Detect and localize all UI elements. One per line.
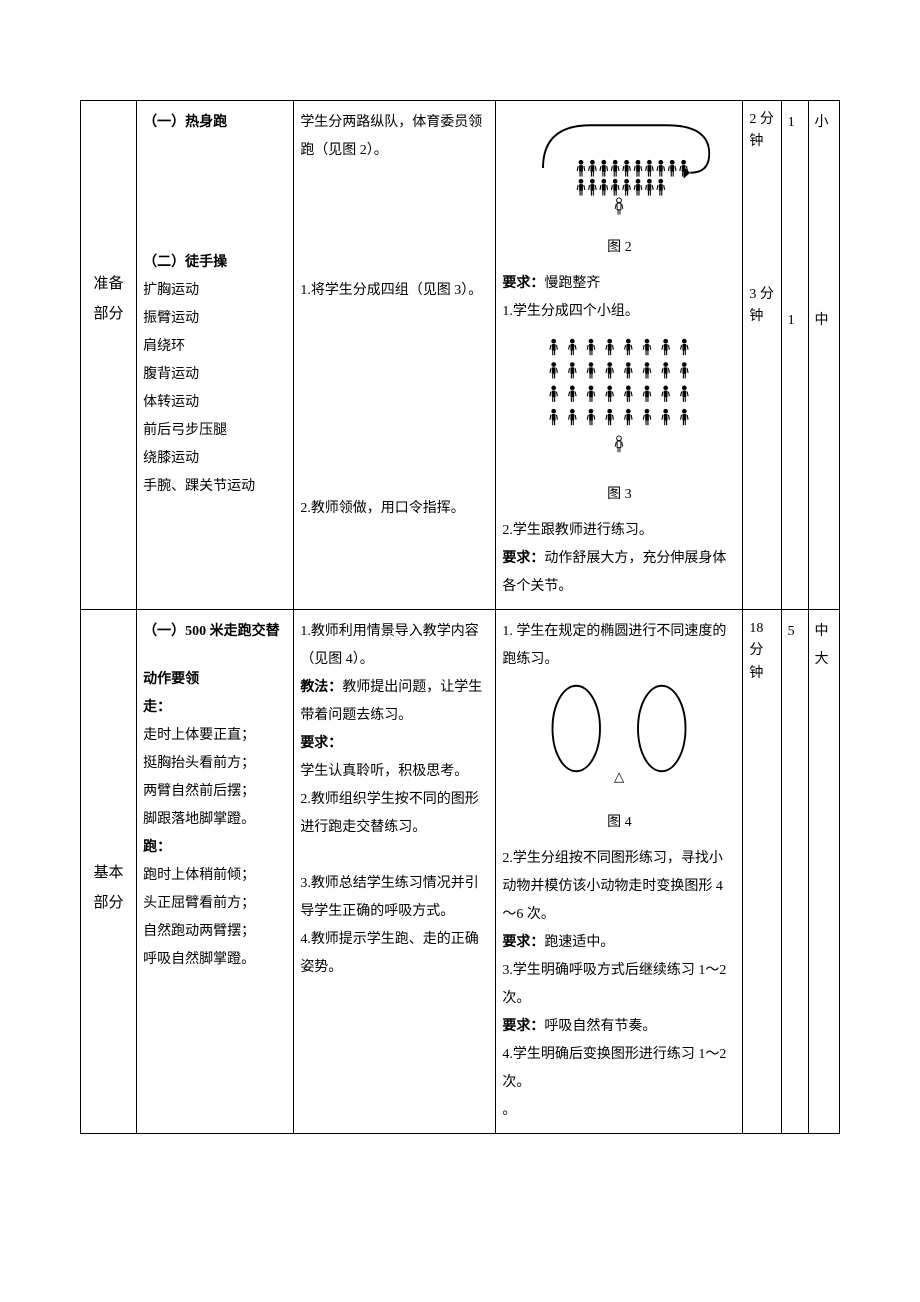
main-teacher-req-label: 要求： <box>300 730 489 758</box>
figure-3-label: 图 3 <box>502 481 736 509</box>
prep-row: 准备 部分 （一）热身跑 （二）徒手操 扩胸运动 振臂运动 肩绕环 腹背运动 体… <box>81 101 840 610</box>
prep-student-cell: 图 2 要求：慢跑整齐 1.学生分成四个小组。 <box>496 101 743 610</box>
main-time: 18 分 钟 <box>749 618 774 685</box>
keypoints-label: 动作要领 <box>143 666 287 694</box>
main-teacher2: 2.教师组织学生按不同的图形进行跑走交替练习。 <box>300 786 489 842</box>
formation-grid-icon <box>524 330 714 470</box>
run-line-0: 跑时上体稍前倾； <box>143 862 287 890</box>
prep-item-2: 肩绕环 <box>143 333 287 361</box>
prep-intensity-cell: 小 中 <box>808 101 839 610</box>
prep-sub1-time: 2 分 钟 <box>749 109 774 154</box>
main-teacher-req: 学生认真聆听，积极思考。 <box>300 758 489 786</box>
walk-line-0: 走时上体要正直； <box>143 722 287 750</box>
main-student2: 2.学生分组按不同图形练习，寻找小动物并模仿该小动物走时变换图形 4～6 次。 <box>502 845 736 929</box>
walk-line-3: 脚跟落地脚掌蹬。 <box>143 806 287 834</box>
prep-teacher-cell: 学生分两路纵队，体育委员领跑（见图 2）。 1.将学生分成四组（见图 3）。 2… <box>294 101 496 610</box>
prep-label-1: 准备 <box>87 269 130 299</box>
main-count: 5 <box>788 618 802 646</box>
prep-sub1-intensity: 小 <box>815 109 833 137</box>
main-teacher1: 1.教师利用情景导入教学内容（见图 4）。 <box>300 618 489 674</box>
prep-sub2-teacher1: 1.将学生分成四组（见图 3）。 <box>300 277 489 305</box>
lesson-plan-table: 准备 部分 （一）热身跑 （二）徒手操 扩胸运动 振臂运动 肩绕环 腹背运动 体… <box>80 100 840 1134</box>
figure-4-label: 图 4 <box>502 809 736 837</box>
main-student-cell: 1. 学生在规定的椭圆进行不同速度的跑练习。 △ 图 4 2.学生分组按不同图形… <box>496 610 743 1134</box>
main-section-label: 基本 部分 <box>81 610 137 1134</box>
s-req1-text: 跑速适中。 <box>544 935 614 950</box>
walk-label: 走： <box>143 694 287 722</box>
main-student3: 3.学生明确呼吸方式后继续练习 1～2 次。 <box>502 957 736 1013</box>
requirement-text: 慢跑整齐 <box>544 276 600 291</box>
s-req1-label: 要求： <box>502 935 544 950</box>
prep-sub2-req-label: 要求： <box>502 551 544 566</box>
prep-item-1: 振臂运动 <box>143 305 287 333</box>
main-student-req2: 要求：呼吸自然有节奏。 <box>502 1013 736 1041</box>
walk-line-2: 两臂自然前后摆； <box>143 778 287 806</box>
main-label-2: 部分 <box>87 888 130 918</box>
figure-2-label: 图 2 <box>502 234 736 262</box>
main-sub1-title: （一）500 米走跑交替 <box>143 618 287 646</box>
prep-section-label: 准备 部分 <box>81 101 137 610</box>
prep-sub1-requirement: 要求：慢跑整齐 <box>502 270 736 298</box>
s-req2-label: 要求： <box>502 1019 544 1034</box>
trailing-dot: 。 <box>502 1097 736 1125</box>
main-method: 教法：教师提出问题，让学生带着问题去练习。 <box>300 674 489 730</box>
prep-sub1-teacher: 学生分两路纵队，体育委员领跑（见图 2）。 <box>300 109 489 165</box>
prep-sub2-student-intro: 1.学生分成四个小组。 <box>502 298 736 326</box>
prep-sub2-count: 1 <box>788 307 802 335</box>
prep-sub2-intensity: 中 <box>815 307 833 335</box>
requirement-label: 要求： <box>502 276 544 291</box>
main-teacher-cell: 1.教师利用情景导入教学内容（见图 4）。 教法：教师提出问题，让学生带着问题去… <box>294 610 496 1134</box>
main-count-cell: 5 <box>781 610 808 1134</box>
run-line-2: 自然跑动两臂摆； <box>143 918 287 946</box>
main-intensity-1: 中 <box>815 618 833 646</box>
method-label: 教法： <box>300 680 342 695</box>
prep-sub2-req: 要求：动作舒展大方，充分伸展身体各个关节。 <box>502 545 736 601</box>
ovals-icon: △ <box>524 678 714 798</box>
prep-sub1-title: （一）热身跑 <box>143 109 287 137</box>
prep-sub1-count: 1 <box>788 109 802 137</box>
lesson-plan-page: 准备 部分 （一）热身跑 （二）徒手操 扩胸运动 振臂运动 肩绕环 腹背运动 体… <box>0 0 920 1194</box>
main-time-cell: 18 分 钟 <box>743 610 781 1134</box>
prep-item-0: 扩胸运动 <box>143 277 287 305</box>
prep-item-7: 手腕、踝关节运动 <box>143 473 287 501</box>
main-content-cell: （一）500 米走跑交替 动作要领 走： 走时上体要正直； 挺胸抬头看前方； 两… <box>137 610 294 1134</box>
s-req2-text: 呼吸自然有节奏。 <box>544 1019 656 1034</box>
run-label: 跑： <box>143 834 287 862</box>
figure-4: △ 图 4 <box>502 678 736 837</box>
svg-text:△: △ <box>614 769 624 784</box>
main-teacher3: 3.教师总结学生练习情况并引导学生正确的呼吸方式。 <box>300 870 489 926</box>
walk-line-1: 挺胸抬头看前方； <box>143 750 287 778</box>
prep-sub2-title: （二）徒手操 <box>143 249 287 277</box>
run-line-1: 头正屈臂看前方； <box>143 890 287 918</box>
main-intensity-2: 大 <box>815 646 833 674</box>
prep-item-6: 绕膝运动 <box>143 445 287 473</box>
prep-item-3: 腹背运动 <box>143 361 287 389</box>
main-teacher4: 4.教师提示学生跑、走的正确姿势。 <box>300 926 489 982</box>
main-student-req1: 要求：跑速适中。 <box>502 929 736 957</box>
main-student1: 1. 学生在规定的椭圆进行不同速度的跑练习。 <box>502 618 736 674</box>
prep-item-5: 前后弓步压腿 <box>143 417 287 445</box>
prep-item-4: 体转运动 <box>143 389 287 417</box>
prep-count-cell: 1 1 <box>781 101 808 610</box>
prep-sub2-teacher2: 2.教师领做，用口令指挥。 <box>300 495 489 523</box>
main-row: 基本 部分 （一）500 米走跑交替 动作要领 走： 走时上体要正直； 挺胸抬头… <box>81 610 840 1134</box>
run-line-3: 呼吸自然脚掌蹬。 <box>143 946 287 974</box>
main-label-1: 基本 <box>87 858 130 888</box>
prep-label-2: 部分 <box>87 299 130 329</box>
main-intensity-cell: 中 大 <box>808 610 839 1134</box>
formation-track-icon <box>524 113 714 223</box>
prep-sub2-time: 3 分 钟 <box>749 284 774 329</box>
prep-content-cell: （一）热身跑 （二）徒手操 扩胸运动 振臂运动 肩绕环 腹背运动 体转运动 前后… <box>137 101 294 610</box>
prep-sub2-student-follow: 2.学生跟教师进行练习。 <box>502 517 736 545</box>
main-student4: 4.学生明确后变换图形进行练习 1～2 次。 <box>502 1041 736 1097</box>
figure-2: 图 2 <box>502 113 736 262</box>
prep-time-cell: 2 分 钟 3 分 钟 <box>743 101 781 610</box>
figure-3: 图 3 <box>502 330 736 509</box>
